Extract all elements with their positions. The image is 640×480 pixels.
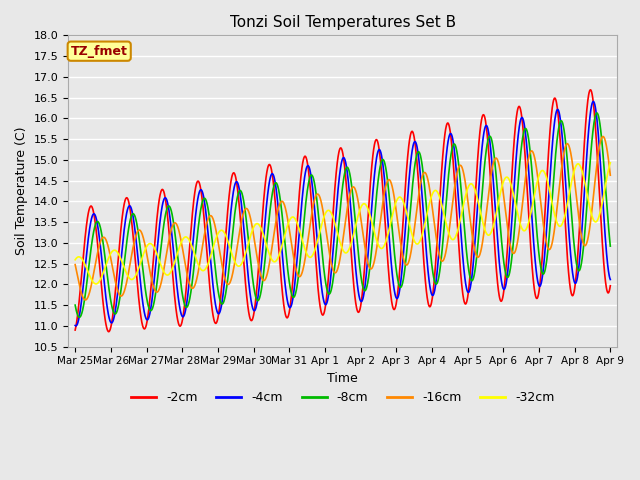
-2cm <box>607 283 614 288</box>
-8cm <box>332 255 339 261</box>
-16cm <box>591 180 598 186</box>
-8cm <box>71 302 79 308</box>
-2cm <box>105 329 113 335</box>
-16cm <box>317 200 325 206</box>
-4cm <box>493 228 500 234</box>
-4cm <box>71 323 79 328</box>
-4cm <box>591 103 599 108</box>
-4cm <box>72 323 80 329</box>
-32cm <box>591 219 599 225</box>
-4cm <box>607 276 614 282</box>
-32cm <box>99 271 107 277</box>
Line: -16cm: -16cm <box>75 136 611 300</box>
Line: -32cm: -32cm <box>75 163 611 284</box>
-2cm <box>317 310 325 316</box>
-32cm <box>92 281 100 287</box>
-16cm <box>71 262 79 267</box>
-16cm <box>493 156 500 161</box>
-8cm <box>76 314 83 320</box>
-8cm <box>591 115 598 121</box>
-8cm <box>607 243 614 249</box>
-16cm <box>81 297 89 303</box>
-16cm <box>599 133 607 139</box>
-8cm <box>593 110 601 116</box>
-32cm <box>317 222 325 228</box>
Title: Tonzi Soil Temperatures Set B: Tonzi Soil Temperatures Set B <box>230 15 456 30</box>
Line: -8cm: -8cm <box>75 113 611 317</box>
-16cm <box>99 235 107 240</box>
Text: TZ_fmet: TZ_fmet <box>71 45 127 58</box>
-4cm <box>317 284 325 289</box>
-16cm <box>607 172 614 178</box>
-4cm <box>99 265 107 271</box>
-2cm <box>493 272 500 277</box>
-2cm <box>71 327 79 333</box>
-2cm <box>587 87 595 93</box>
-8cm <box>591 114 599 120</box>
-2cm <box>332 176 339 182</box>
-16cm <box>332 270 339 276</box>
Legend: -2cm, -4cm, -8cm, -16cm, -32cm: -2cm, -4cm, -8cm, -16cm, -32cm <box>126 386 559 409</box>
-4cm <box>591 104 599 110</box>
-32cm <box>332 223 339 229</box>
-32cm <box>71 257 79 263</box>
-32cm <box>607 160 614 166</box>
-4cm <box>589 98 597 104</box>
-2cm <box>99 294 106 300</box>
-4cm <box>332 215 339 221</box>
-16cm <box>591 178 599 184</box>
X-axis label: Time: Time <box>327 372 358 385</box>
-2cm <box>591 122 599 128</box>
-32cm <box>591 219 598 225</box>
-8cm <box>493 180 500 186</box>
Line: -2cm: -2cm <box>75 90 611 332</box>
-32cm <box>493 207 500 213</box>
Y-axis label: Soil Temperature (C): Soil Temperature (C) <box>15 127 28 255</box>
-2cm <box>591 119 599 125</box>
Line: -4cm: -4cm <box>75 101 611 326</box>
-8cm <box>317 243 325 249</box>
-8cm <box>99 238 107 243</box>
